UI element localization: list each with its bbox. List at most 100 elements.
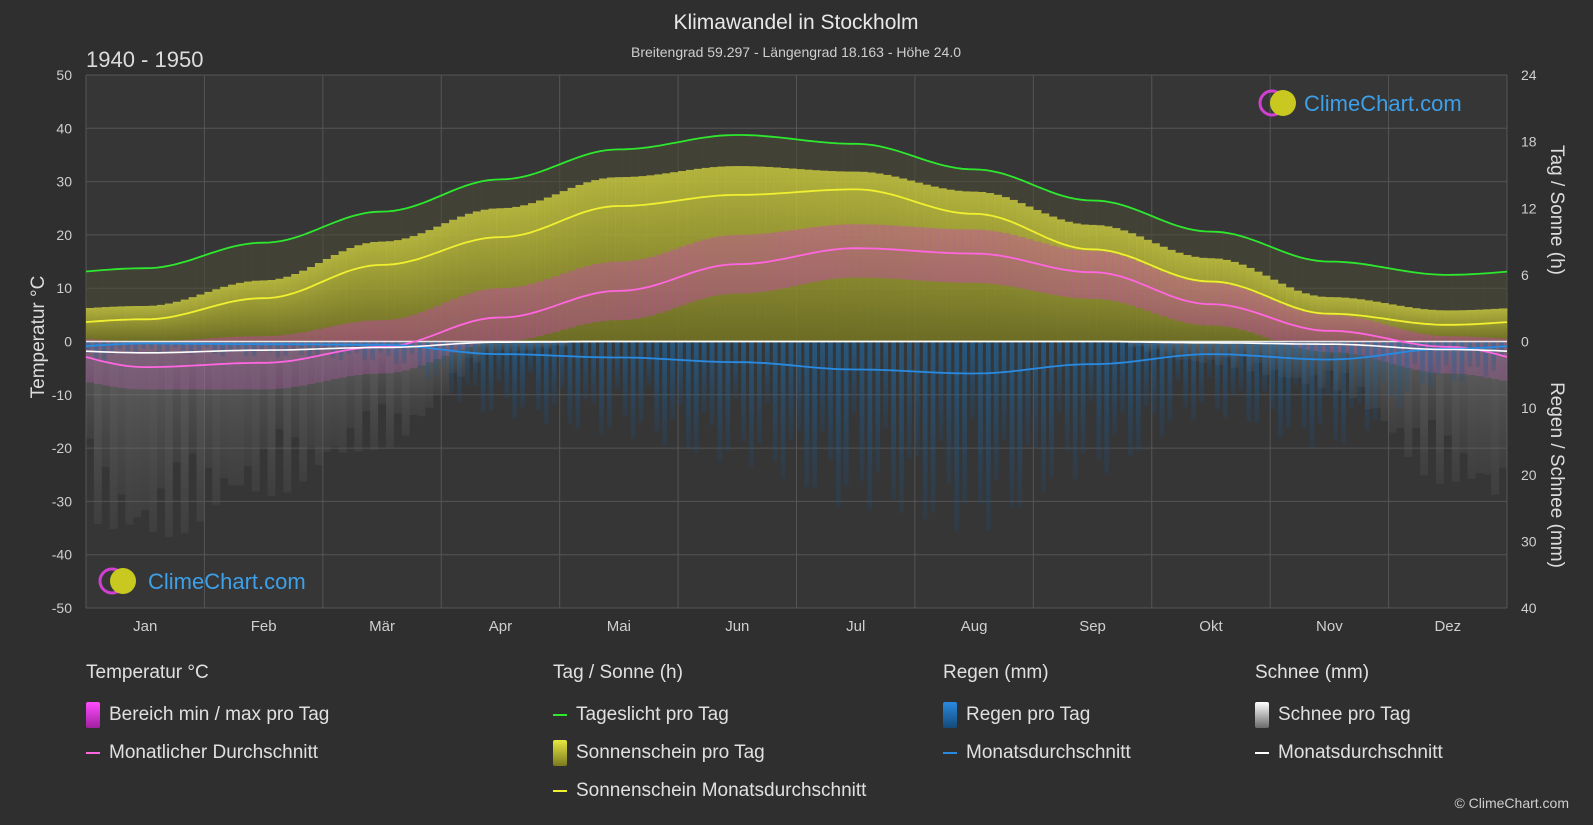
temp-range-bar xyxy=(1301,311,1311,350)
rain-bar xyxy=(180,341,186,352)
sunshine-bar xyxy=(212,289,221,342)
rain-bar xyxy=(1033,341,1039,449)
temp-range-bar xyxy=(954,229,963,283)
rain-bar xyxy=(520,341,525,408)
sunshine-bar xyxy=(259,280,268,342)
snow-bar xyxy=(330,341,339,447)
sunshine-bar xyxy=(251,280,261,342)
temp-range-bar xyxy=(883,225,892,279)
chart-title: Klimawandel in Stockholm xyxy=(673,11,918,34)
legend-item-temp-avg: Monatlicher Durchschnitt xyxy=(86,734,329,772)
daylight-bar xyxy=(1420,273,1429,342)
sunshine-bar xyxy=(1420,309,1429,342)
sunshine-avg-line xyxy=(85,188,1508,326)
rain-bar xyxy=(891,341,896,500)
rain-bar xyxy=(1064,341,1070,452)
rain-bar xyxy=(1120,341,1125,414)
rain-bar xyxy=(1364,341,1370,431)
y-axis-right-bottom-label: Regen / Schnee (mm) xyxy=(1546,382,1567,568)
y-tick-label-left: -50 xyxy=(52,600,72,616)
temp-range-bar xyxy=(1033,241,1042,292)
sunshine-bar xyxy=(1207,258,1216,342)
daylight-bar xyxy=(1475,273,1484,342)
temp-range-bar xyxy=(978,229,987,284)
temp-range-bar xyxy=(993,231,1003,285)
rain-bar xyxy=(528,341,533,374)
snow-avg-swatch xyxy=(1255,752,1269,754)
rain-bar xyxy=(591,341,596,404)
sunshine-bar xyxy=(1120,230,1129,342)
rain-bar xyxy=(401,341,407,364)
snow-bar xyxy=(149,341,158,532)
temp-range-bar xyxy=(851,224,861,278)
daylight-bar xyxy=(101,269,111,342)
sunshine-bar xyxy=(883,174,892,342)
temp-range-bar xyxy=(907,226,916,280)
rain-bar xyxy=(1049,341,1054,478)
rain-bar xyxy=(1143,341,1149,406)
rain-bar xyxy=(433,341,439,377)
rain-bar xyxy=(559,341,565,389)
sunshine-bar xyxy=(1049,216,1058,342)
snow-bar xyxy=(291,341,300,438)
rain-bar xyxy=(1443,341,1449,366)
data-lines xyxy=(85,134,1508,375)
climate-chart: Klimawandel in Stockholm Breitengrad 59.… xyxy=(28,11,1567,635)
sunshine-bar xyxy=(828,171,837,342)
y-tick-label-right-mm: 40 xyxy=(1521,600,1537,616)
temp-range-bar xyxy=(457,296,466,350)
rain-bar xyxy=(1025,341,1031,446)
sunshine-bar xyxy=(638,176,647,342)
sunshine-bar xyxy=(954,190,963,342)
rain-bar xyxy=(749,341,754,468)
y-tick-label-left: -30 xyxy=(52,493,72,509)
rain-bar xyxy=(1214,341,1220,410)
rain-bar xyxy=(567,341,573,425)
rain-bar xyxy=(1309,341,1315,448)
logo-top: ClimeChart.com xyxy=(1258,89,1462,117)
y-axis-right-top-label: Tag / Sonne (h) xyxy=(1546,145,1567,275)
snow-bar xyxy=(307,341,315,447)
snow-bar xyxy=(93,341,102,524)
temp-range-bar xyxy=(433,305,442,360)
sunshine-bar xyxy=(101,307,111,342)
rain-bar xyxy=(409,341,415,355)
sunshine-bar xyxy=(1309,295,1318,342)
temp-range-bar xyxy=(1278,303,1287,343)
rain-bar xyxy=(1278,341,1283,438)
rain-bar xyxy=(307,341,312,359)
sunshine-bar xyxy=(528,203,537,342)
sunshine-bar xyxy=(449,219,458,342)
snow-bar xyxy=(267,341,276,496)
rain-bar xyxy=(1246,341,1252,422)
legend-item-sunshine: Sonnenschein pro Tag xyxy=(553,734,866,772)
rain-bar xyxy=(259,341,265,352)
sunshine-bar xyxy=(409,236,418,342)
rain-bar xyxy=(607,341,612,429)
daylight-bar xyxy=(125,268,134,342)
sunshine-bar xyxy=(1064,221,1074,342)
sunshine-swatch xyxy=(553,740,567,766)
rain-bar xyxy=(1325,341,1331,397)
legend-sun: Tag / Sonne (h) Tageslicht pro Tag Sonne… xyxy=(553,662,866,810)
sunshine-bar xyxy=(378,241,387,342)
y-tick-label-right-hours: 0 xyxy=(1521,334,1529,350)
y-tick-label-left: 40 xyxy=(56,120,72,136)
sunshine-bar xyxy=(480,209,490,342)
sunshine-bar xyxy=(164,303,174,342)
snow-bar xyxy=(1499,341,1507,468)
rain-bar xyxy=(1293,341,1299,386)
snow-bar xyxy=(243,341,252,466)
rain-bar xyxy=(464,341,470,386)
rain-bar xyxy=(1080,341,1086,454)
sunshine-bar xyxy=(938,188,947,342)
temp-range-bar xyxy=(1285,306,1295,346)
snow-bar xyxy=(362,341,371,412)
rain-bar xyxy=(488,341,494,412)
rain-bar xyxy=(1057,341,1062,414)
temp-range-bar xyxy=(1293,309,1303,348)
snow-bar xyxy=(275,341,284,429)
sunshine-bar xyxy=(764,166,774,342)
temp-range-bar xyxy=(449,299,458,353)
sunshine-bar xyxy=(614,177,624,342)
